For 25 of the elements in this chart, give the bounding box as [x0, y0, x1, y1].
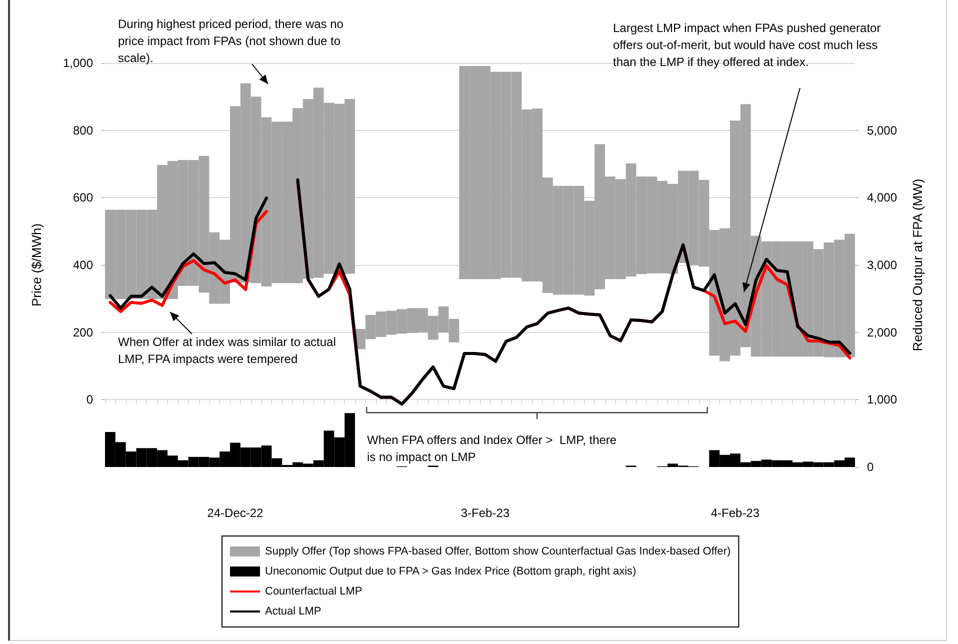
- y2-tick-label: 3,000: [867, 258, 898, 272]
- y-tick-label: 1,000: [62, 56, 94, 70]
- legend-label: Actual LMP: [265, 606, 322, 618]
- legend-label: Uneconomic Output due to FPA > Gas Index Price (Bottom graph, right axis): [265, 566, 636, 578]
- y-tick-label: 800: [72, 123, 94, 138]
- annotation: During highest priced period, there was no price impact from FPAs (not shown due to scale).: [118, 16, 344, 67]
- y-axis-title: Price ($/MWh): [29, 223, 44, 307]
- annotation: When FPA offers and Index Offer > LMP, there is no impact on LMP: [367, 432, 618, 466]
- x-tick-label: 3-Feb-23: [460, 506, 510, 520]
- legend-label: Supply Offer (Top shows FPA-based Offer, Bottom show Counterfactual Gas Index-based Offer): [265, 546, 731, 558]
- annotation: When Offer at index was similar to actual LMP, FPA impacts were tempered: [118, 334, 337, 368]
- y2-tick-label: 5,000: [867, 123, 898, 138]
- y2-tick-label: 4,000: [867, 190, 898, 205]
- y-tick-label: 400: [72, 258, 94, 272]
- y2-tick-label: 1,000: [867, 392, 898, 407]
- y-tick-label: 0: [86, 392, 94, 407]
- y-tick-label: 600: [72, 190, 94, 205]
- x-tick-label: 24-Dec-22: [207, 506, 264, 520]
- y2-tick-label: 2,000: [867, 325, 898, 340]
- y-tick-label: 200: [72, 325, 94, 340]
- y2-axis-title: Reduced Outpur at FPA (MW): [910, 178, 925, 352]
- annotation: Largest LMP impact when FPAs pushed generator offers out-of-merit, but would have cost much less than the LMP if they offered at index.: [613, 20, 882, 71]
- x-tick-label: 4-Feb-23: [710, 506, 760, 520]
- legend-label: Counterfactual LMP: [265, 586, 362, 598]
- y2-tick-label: 0: [867, 460, 874, 474]
